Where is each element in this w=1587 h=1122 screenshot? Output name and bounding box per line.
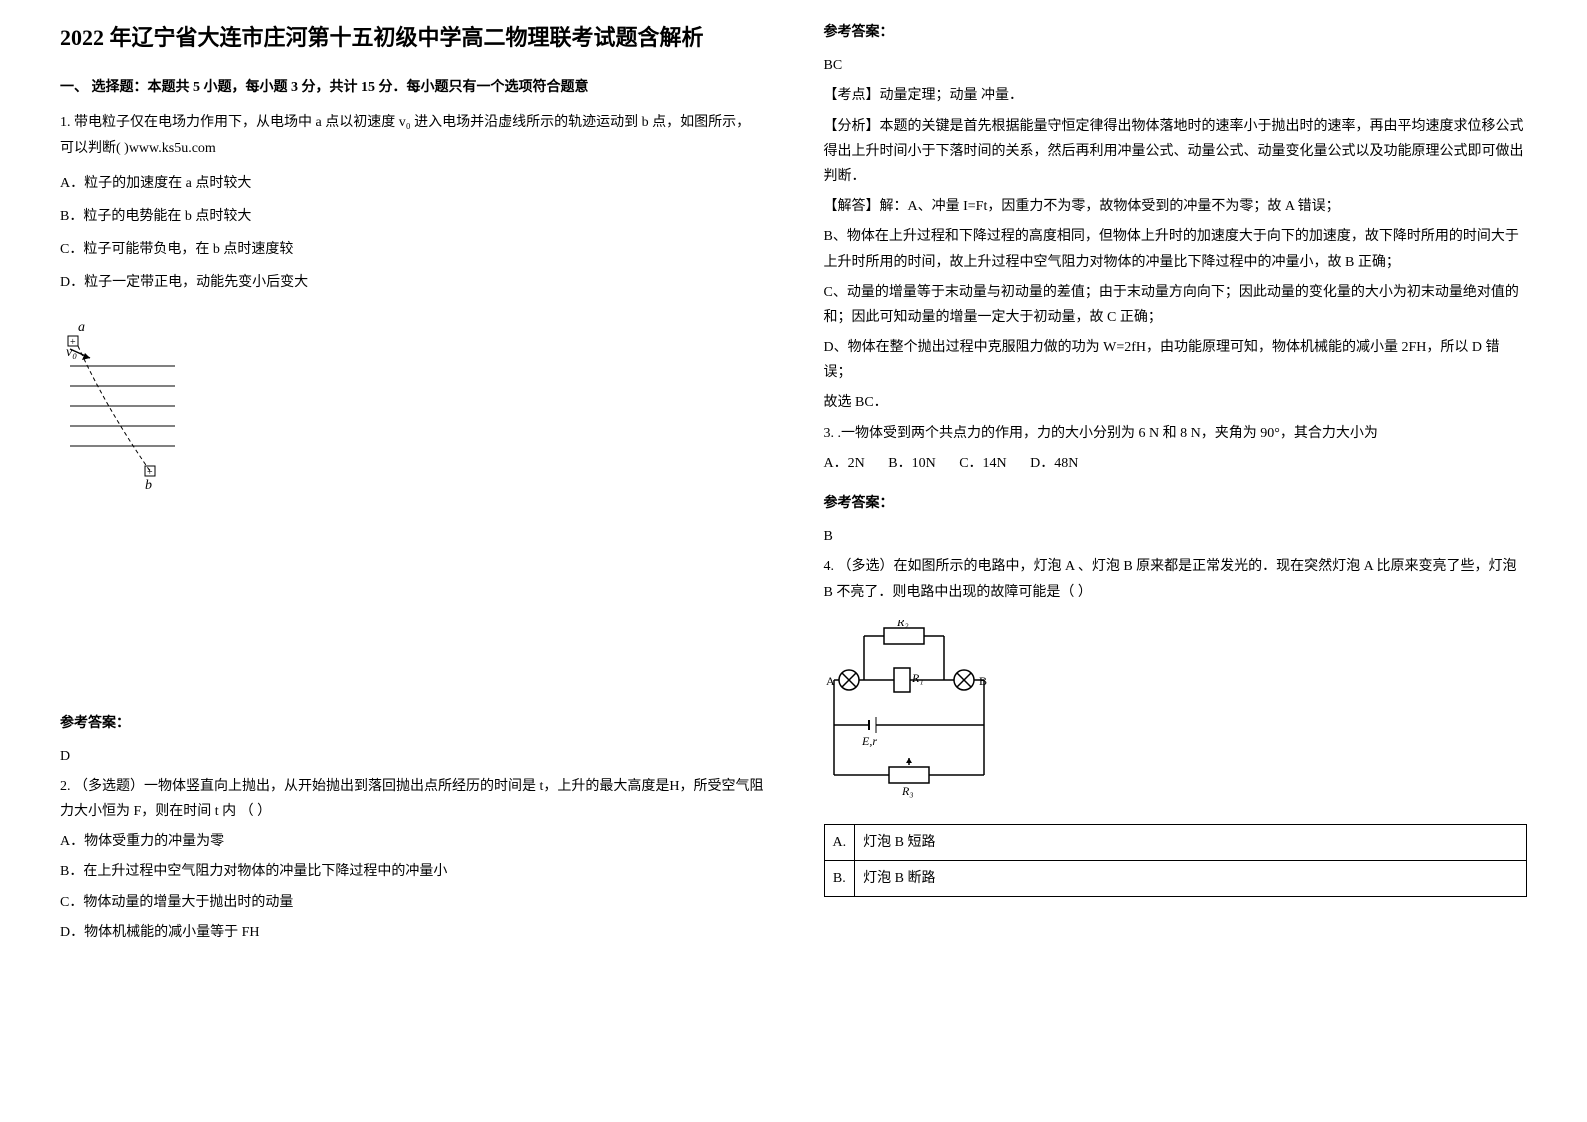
q1-options: A．粒子的加速度在 a 点时较大 B．粒子的电势能在 b 点时较大 C．粒子可能… xyxy=(60,171,764,296)
q2-conclusion: 故选 BC． xyxy=(824,390,1528,415)
q1-option-a: A．粒子的加速度在 a 点时较大 xyxy=(60,171,764,196)
table-row: A. 灯泡 B 短路 xyxy=(824,824,1527,860)
q3-stem: 3. .一物体受到两个共点力的作用，力的大小分别为 6 N 和 8 N，夹角为 … xyxy=(824,421,1528,446)
q4-stem: 4. （多选）在如图所示的电路中，灯泡 A 、灯泡 B 原来都是正常发光的．现在… xyxy=(824,554,1528,604)
q2-fenxi: 【分析】本题的关键是首先根据能量守恒定律得出物体落地时的速率小于抛出时的速率，再… xyxy=(824,114,1528,190)
doc-title: 2022 年辽宁省大连市庄河第十五初级中学高二物理联考试题含解析 xyxy=(60,20,764,55)
svg-text:a: a xyxy=(78,320,85,335)
q1-answer-label: 参考答案： xyxy=(60,711,764,736)
q4-options-table: A. 灯泡 B 短路 B. 灯泡 B 断路 xyxy=(824,824,1528,897)
q2-stem: 2. （多选题）一物体竖直向上抛出，从开始抛出到落回抛出点所经历的时间是 t，上… xyxy=(60,774,764,824)
q1-option-c: C．粒子可能带负电，在 b 点时速度较 xyxy=(60,237,764,262)
q4-row-a-text: 灯泡 B 短路 xyxy=(855,824,1527,860)
q3-answer: B xyxy=(824,524,1528,549)
q4-row-b-label: B. xyxy=(824,861,855,897)
question-4: 4. （多选）在如图所示的电路中，灯泡 A 、灯泡 B 原来都是正常发光的．现在… xyxy=(824,554,1528,897)
q2-answer: BC xyxy=(824,53,1528,78)
q2-explain-b: B、物体在上升过程和下降过程的高度相同，但物体上升时的加速度大于向下的加速度，故… xyxy=(824,224,1528,274)
q2-option-c: C．物体动量的增量大于抛出时的动量 xyxy=(60,890,764,915)
q1-figure: a v₀ + + b xyxy=(60,311,764,491)
q4-row-a-label: A. xyxy=(824,824,855,860)
svg-text:+: + xyxy=(70,337,76,348)
fig2-er-label: E,r xyxy=(861,734,877,748)
q3-answer-label: 参考答案： xyxy=(824,491,1528,516)
question-2: 2. （多选题）一物体竖直向上抛出，从开始抛出到落回抛出点所经历的时间是 t，上… xyxy=(60,774,764,945)
q1-answer: D xyxy=(60,744,764,769)
q3-option-a: A．2N xyxy=(824,456,865,471)
q2-option-d: D．物体机械能的减小量等于 FH xyxy=(60,920,764,945)
q4-figure: R₂ A R₁ B xyxy=(824,620,1528,809)
fig2-r1-label: R₁ xyxy=(911,671,924,685)
q2-answer-label: 参考答案： xyxy=(824,20,1528,45)
fig2-b-label: B xyxy=(979,674,987,688)
q2-explain-d: D、物体在整个抛出过程中克服阻力做的功为 W=2fH，由功能原理可知，物体机械能… xyxy=(824,335,1528,385)
fig2-r3-label: R₃ xyxy=(901,784,914,798)
q2-kaodian: 【考点】动量定理；动量 冲量． xyxy=(824,83,1528,108)
q2-option-a: A．物体受重力的冲量为零 xyxy=(60,829,764,854)
table-row: B. 灯泡 B 断路 xyxy=(824,861,1527,897)
q3-option-b: B．10N xyxy=(888,456,935,471)
question-1: 1. 带电粒子仅在电场力作用下，从电场中 a 点以初速度 v₀ 进入电场并沿虚线… xyxy=(60,110,764,490)
question-3: 3. .一物体受到两个共点力的作用，力的大小分别为 6 N 和 8 N，夹角为 … xyxy=(824,421,1528,476)
q3-options: A．2N B．10N C．14N D．48N xyxy=(824,451,1528,476)
svg-text:b: b xyxy=(145,478,152,491)
section-1-header: 一、 选择题：本题共 5 小题，每小题 3 分，共计 15 分．每小题只有一个选… xyxy=(60,75,764,100)
fig2-r2-label: R₂ xyxy=(896,620,909,629)
q4-row-b-text: 灯泡 B 断路 xyxy=(855,861,1527,897)
q1-answer-block: 参考答案： D xyxy=(60,711,764,769)
q3-option-c: C．14N xyxy=(959,456,1006,471)
q1-option-b: B．粒子的电势能在 b 点时较大 xyxy=(60,204,764,229)
right-column: 参考答案： BC 【考点】动量定理；动量 冲量． 【分析】本题的关键是首先根据能… xyxy=(794,20,1558,1102)
q3-option-d: D．48N xyxy=(1030,456,1078,471)
q2-explain-c: C、动量的增量等于末动量与初动量的差值；由于末动量方向向下；因此动量的变化量的大… xyxy=(824,280,1528,330)
q1-option-d: D．粒子一定带正电，动能先变小后变大 xyxy=(60,270,764,295)
q2-option-b: B．在上升过程中空气阻力对物体的冲量比下降过程中的冲量小 xyxy=(60,859,764,884)
left-column: 2022 年辽宁省大连市庄河第十五初级中学高二物理联考试题含解析 一、 选择题：… xyxy=(30,20,794,1102)
svg-text:+: + xyxy=(147,467,153,478)
q2-jieda: 【解答】解：A、冲量 I=Ft，因重力不为零，故物体受到的冲量不为零；故 A 错… xyxy=(824,194,1528,219)
q1-stem: 1. 带电粒子仅在电场力作用下，从电场中 a 点以初速度 v₀ 进入电场并沿虚线… xyxy=(60,110,764,160)
